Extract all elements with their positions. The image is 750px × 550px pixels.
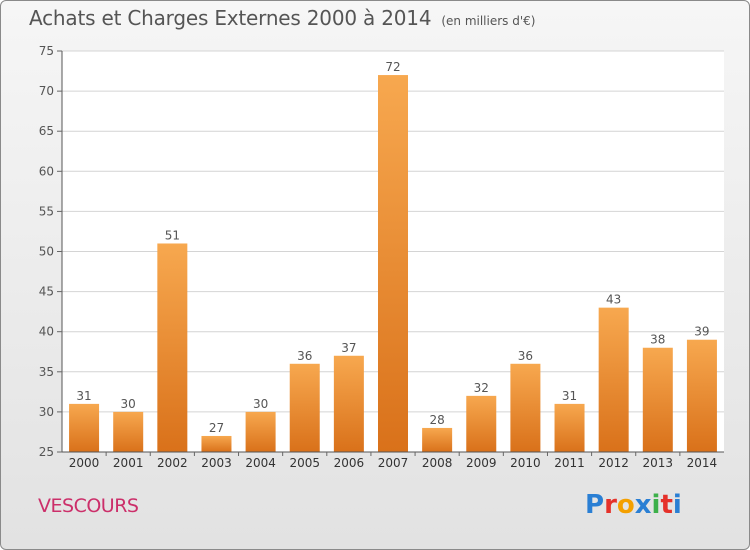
x-tick-labels: 2000 2001 2002 2003 2004 2005 2006 2007 2008 2009… [69,452,717,470]
x-tick-label: 2002 [157,456,188,470]
x-tick-label: 2005 [289,456,320,470]
y-tick-labels: 25 30 35 40 45 50 55 60 65 70 75 [39,44,62,459]
y-tick-label: 70 [39,84,54,98]
bar [113,411,144,452]
y-tick-label: 75 [39,44,54,58]
chart-title: Achats et Charges Externes 2000 à 2014 [29,6,432,30]
y-tick-label: 55 [39,204,54,218]
logo-letter: i [672,490,682,520]
bar [422,427,453,452]
x-tick-label: 2000 [69,456,100,470]
bar [157,243,188,452]
x-tick-label: 2014 [687,456,718,470]
bar [378,75,408,452]
value-label: 72 [385,60,400,74]
bar [598,307,629,452]
x-tick-label: 2010 [510,456,541,470]
bar [510,363,541,452]
value-label: 37 [341,341,356,355]
logo-letter: r [604,490,617,520]
bar [289,363,320,452]
y-tick-label: 65 [39,124,54,138]
value-label: 39 [694,325,709,339]
x-tick-label: 2006 [334,456,365,470]
logo-letter: i [651,490,661,520]
bar [642,347,673,452]
value-label: 32 [474,381,489,395]
x-tick-label: 2009 [466,456,497,470]
y-tick-label: 25 [39,445,54,459]
logo-letter: t [660,490,673,520]
value-label: 38 [650,333,665,347]
bar [686,339,717,452]
bar [201,435,232,452]
commune-name: VESCOURS [38,495,139,517]
value-label: 31 [562,389,577,403]
value-label: 36 [518,349,533,363]
logo-letter: P [585,490,605,520]
bar [554,403,585,452]
y-tick-label: 35 [39,365,54,379]
value-label: 36 [297,349,312,363]
x-tick-label: 2011 [554,456,585,470]
value-label: 30 [253,397,268,411]
bar [466,395,497,452]
x-tick-label: 2003 [201,456,232,470]
x-tick-label: 2007 [378,456,409,470]
bar [245,411,276,452]
value-label: 31 [76,389,91,403]
value-label: 27 [209,421,224,435]
value-label: 51 [165,228,180,242]
bar [69,403,100,452]
value-label: 30 [121,397,136,411]
x-tick-label: 2004 [245,456,276,470]
x-tick-label: 2008 [422,456,453,470]
proxiti-logo: Proxiti [585,490,682,520]
y-tick-label: 45 [39,285,54,299]
value-label: 43 [606,293,621,307]
bars [69,75,717,452]
x-tick-label: 2012 [598,456,629,470]
y-tick-label: 40 [39,325,54,339]
x-tick-label: 2001 [113,456,144,470]
logo-letter: x [634,490,652,520]
value-label: 28 [429,413,444,427]
value-labels: 31 30 51 27 30 36 37 72 28 32 36 31 43 38 39 [76,60,709,435]
logo-letter: o [616,490,635,520]
chart-subtitle: (en milliers d'€) [441,14,536,28]
y-tick-label: 60 [39,164,54,178]
x-tick-label: 2013 [643,456,674,470]
y-tick-label: 30 [39,405,54,419]
chart-title-block: Achats et Charges Externes 2000 à 2014 (e… [29,6,535,30]
y-tick-label: 50 [39,245,54,259]
bar [333,355,364,452]
